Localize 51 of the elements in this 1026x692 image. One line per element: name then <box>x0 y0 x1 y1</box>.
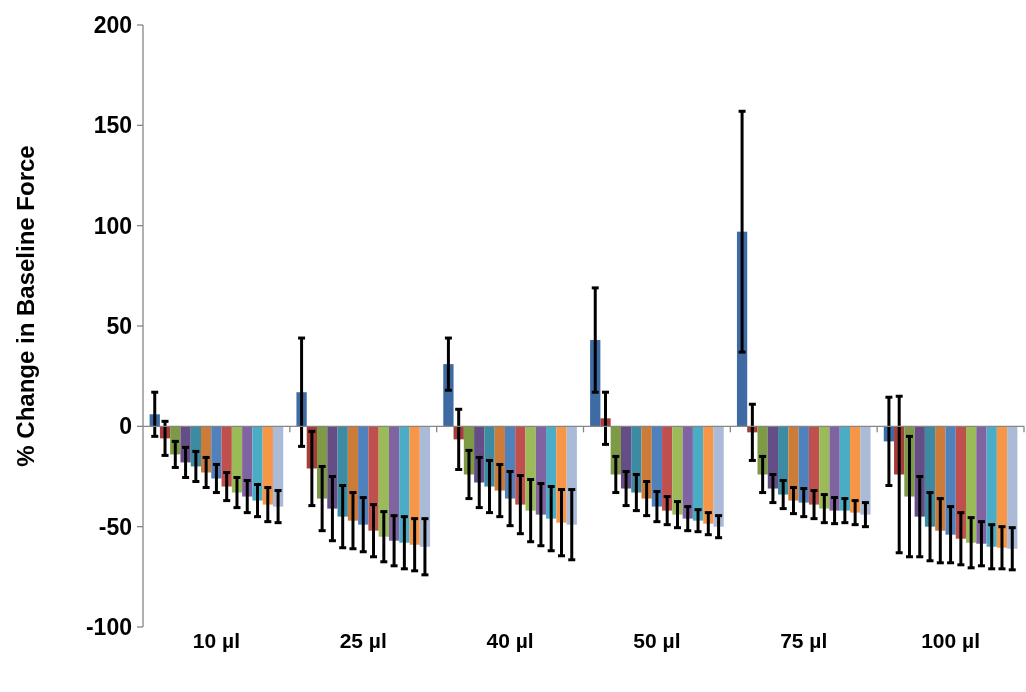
x-tick-label: 100 µl <box>921 629 980 652</box>
bar <box>788 426 799 501</box>
bar <box>682 426 693 519</box>
bar <box>221 426 232 487</box>
bar <box>713 426 724 527</box>
bar <box>368 426 379 531</box>
bar <box>819 426 830 509</box>
bar <box>955 426 966 539</box>
x-tick-label: 75 µl <box>780 629 828 652</box>
bar <box>703 426 714 524</box>
x-tick-label: 50 µl <box>633 629 681 652</box>
bar <box>935 426 946 531</box>
y-tick-label: -100 <box>85 614 132 641</box>
y-axis-title: % Change in Baseline Force <box>12 145 39 467</box>
y-tick-label: 50 <box>106 313 132 340</box>
bar <box>651 426 663 507</box>
x-tick-label: 40 µl <box>486 629 534 652</box>
bar <box>808 426 820 505</box>
bar <box>419 426 431 547</box>
bar <box>378 426 389 537</box>
bar <box>860 426 871 515</box>
bar <box>829 426 840 511</box>
bar <box>388 426 400 541</box>
y-tick-label: 150 <box>93 112 132 139</box>
y-tick-label: -50 <box>98 513 132 540</box>
bar <box>966 426 977 543</box>
x-tick-label: 10 µl <box>192 629 240 652</box>
bar <box>409 426 420 545</box>
bar <box>672 426 683 515</box>
bar <box>242 426 253 497</box>
bar <box>399 426 410 543</box>
y-tick-label: 0 <box>119 413 132 440</box>
bar <box>252 426 263 501</box>
bar <box>1007 426 1018 549</box>
bar <box>976 426 987 544</box>
bar <box>996 426 1008 548</box>
bar <box>262 426 273 505</box>
bar <box>778 426 789 495</box>
bar <box>662 426 673 511</box>
bar <box>272 426 284 507</box>
bar <box>839 426 850 511</box>
bar <box>986 426 997 547</box>
bar <box>631 426 642 493</box>
bar <box>641 426 652 499</box>
bar <box>850 426 861 513</box>
bar <box>692 426 704 521</box>
y-tick-label: 200 <box>93 12 132 39</box>
y-tick-label: 100 <box>93 212 132 239</box>
x-tick-label: 25 µl <box>339 629 387 652</box>
bar <box>798 426 809 503</box>
bar <box>945 426 956 535</box>
